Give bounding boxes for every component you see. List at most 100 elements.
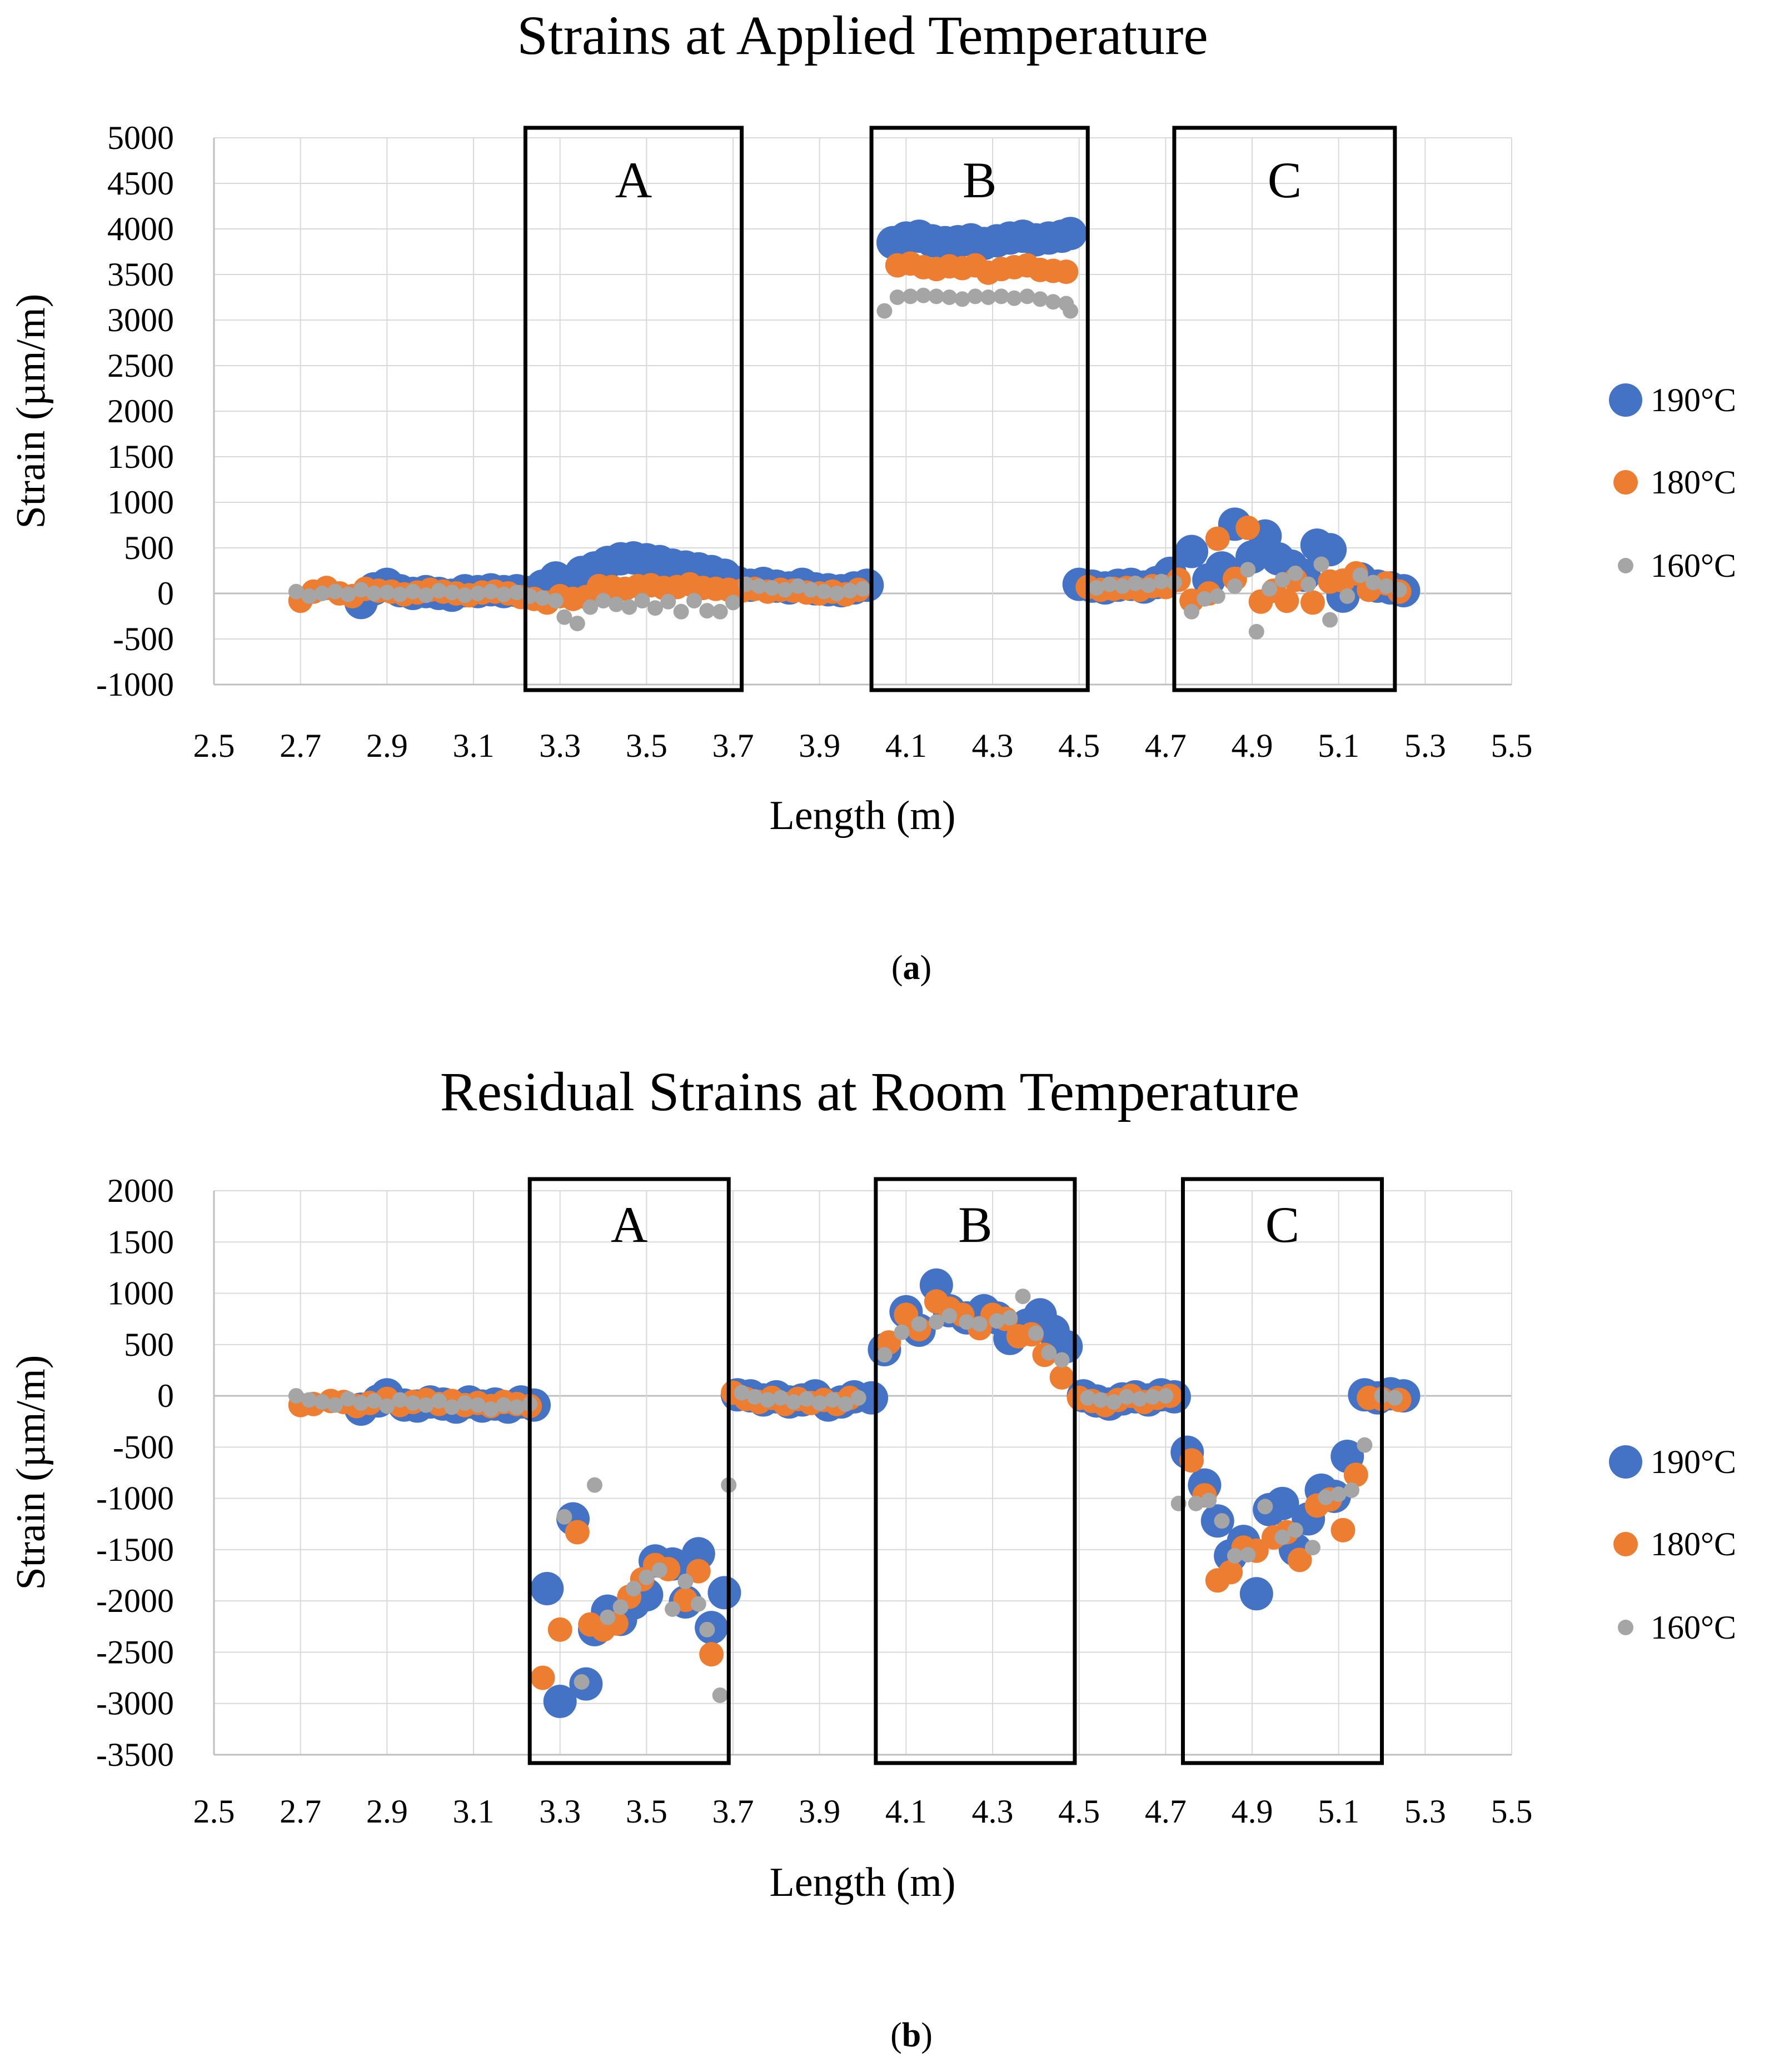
data-point	[829, 586, 845, 601]
data-point	[1041, 1345, 1057, 1361]
x-tick-label: 3.3	[539, 1793, 581, 1830]
region-box-a	[527, 1177, 731, 1765]
region-label-b: B	[958, 1196, 992, 1253]
data-point	[941, 289, 958, 305]
data-point	[556, 1509, 572, 1525]
data-point	[431, 1393, 447, 1409]
region-label-c: C	[1268, 152, 1302, 208]
region-box-b	[869, 126, 1090, 692]
data-point	[1378, 578, 1394, 594]
legend-marker	[1618, 558, 1633, 573]
data-series	[288, 1268, 1421, 1719]
x-tick-label: 5.3	[1404, 1793, 1446, 1830]
data-point	[530, 1572, 564, 1606]
region-box-b	[874, 1177, 1077, 1765]
caption-b: (b)	[890, 2016, 933, 2054]
y-axis-label: Strain (µm/m)	[8, 1355, 54, 1590]
data-point	[569, 616, 585, 632]
data-point	[1365, 575, 1381, 591]
data-point	[967, 288, 983, 304]
data-point	[353, 1395, 369, 1411]
data-point	[1179, 1448, 1204, 1473]
y-tick-label: 2000	[107, 393, 174, 430]
x-tick-label: 3.7	[712, 1793, 754, 1830]
legend-label: 160°C	[1651, 547, 1736, 584]
x-tick-labels: 2.5 2.7 2.9 3.1 3.3 3.5 3.7 3.9 4.1 4.3 4.5 4.7 4.9 5…	[193, 1793, 1533, 1830]
data-point	[1184, 603, 1200, 620]
y-tick-label: 2500	[107, 347, 174, 384]
data-point	[1015, 1289, 1031, 1305]
legend-label: 180°C	[1651, 464, 1736, 501]
data-point	[547, 1617, 572, 1642]
data-point	[1105, 1394, 1122, 1410]
data-point	[1127, 575, 1143, 591]
data-point	[1088, 580, 1104, 596]
chart-title: Residual Strains at Room Temperature	[440, 1061, 1299, 1122]
data-point	[543, 1685, 577, 1719]
data-point	[928, 288, 944, 304]
data-point	[1239, 1577, 1273, 1611]
data-point	[1227, 1547, 1243, 1564]
data-point	[530, 1665, 555, 1690]
y-tick-label: -2500	[96, 1634, 174, 1670]
data-point	[418, 587, 434, 603]
data-point	[1214, 1513, 1230, 1529]
data-point	[379, 585, 395, 601]
legend-label: 160°C	[1651, 1609, 1736, 1646]
y-tick-label: -500	[113, 621, 174, 657]
data-point	[1209, 588, 1225, 604]
data-point	[1102, 576, 1118, 592]
data-point	[712, 603, 728, 620]
data-point	[586, 1477, 602, 1493]
data-point	[1274, 1529, 1290, 1545]
y-tick-label: -2000	[96, 1582, 174, 1619]
data-point	[894, 1324, 910, 1340]
data-point	[483, 583, 499, 600]
panel-a-chart: Strains at Applied Temperature -1000 -500…	[8, 4, 1736, 987]
data-point	[707, 1576, 741, 1610]
legend: 190°C 180°C 160°C	[1609, 1444, 1736, 1646]
data-point	[535, 590, 551, 606]
data-point	[686, 1559, 711, 1584]
legend-label: 190°C	[1651, 382, 1736, 418]
x-tick-label: 4.3	[972, 727, 1014, 764]
data-point	[651, 1562, 667, 1578]
data-point	[1045, 294, 1061, 310]
data-point	[366, 586, 382, 601]
x-axis-label: Length (m)	[770, 793, 956, 838]
data-point	[634, 593, 650, 609]
data-point	[1240, 562, 1256, 578]
data-point	[1019, 288, 1035, 304]
data-point	[444, 585, 460, 601]
data-point	[405, 1395, 421, 1411]
y-tick-label: 0	[157, 575, 174, 612]
data-point	[665, 1601, 681, 1617]
data-point	[314, 1394, 330, 1410]
data-point	[547, 593, 564, 609]
data-point	[1158, 1388, 1174, 1404]
data-point	[496, 1397, 512, 1413]
x-axis-label: Length (m)	[770, 1860, 956, 1905]
data-point	[677, 1574, 694, 1590]
data-point	[764, 580, 780, 596]
region-box-c	[1172, 126, 1397, 692]
data-point	[686, 593, 702, 609]
region-label-a: A	[611, 1196, 647, 1253]
data-point	[392, 586, 408, 602]
y-tick-label: -1500	[96, 1531, 174, 1568]
x-tick-label: 2.9	[366, 727, 408, 764]
data-point	[582, 599, 599, 615]
data-point	[790, 578, 806, 594]
x-tick-label: 4.1	[885, 727, 927, 764]
panel-b-chart: Residual Strains at Room Temperature -35…	[8, 1061, 1736, 2054]
region-label-c: C	[1265, 1196, 1299, 1253]
x-tick-label: 3.5	[626, 1793, 667, 1830]
data-point	[483, 1401, 499, 1417]
data-point	[621, 599, 637, 615]
data-point	[509, 585, 525, 601]
data-point	[928, 1314, 944, 1330]
legend: 190°C 180°C 160°C	[1609, 382, 1736, 584]
x-tick-label: 4.7	[1145, 727, 1187, 764]
data-point	[1304, 1540, 1320, 1556]
y-tick-label: 500	[124, 1326, 174, 1363]
